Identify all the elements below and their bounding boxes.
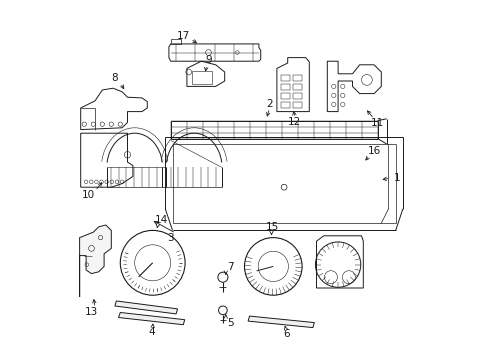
Bar [280,84,289,90]
Text: 16: 16 [367,146,381,156]
Bar [292,93,302,99]
Text: 2: 2 [266,99,272,109]
Text: 11: 11 [370,118,384,128]
Text: 1: 1 [393,173,400,183]
Text: 10: 10 [81,190,94,200]
Polygon shape [247,316,314,328]
Bar [292,102,302,108]
Polygon shape [118,312,184,325]
Bar [192,71,212,84]
Bar [170,39,181,44]
Bar [280,102,289,108]
Bar [292,75,302,81]
Text: 7: 7 [226,262,233,272]
Text: 5: 5 [226,318,233,328]
Bar [280,93,289,99]
Text: 8: 8 [111,73,118,84]
Text: 15: 15 [265,222,279,232]
Text: 17: 17 [176,31,189,41]
Text: 14: 14 [154,215,167,225]
Text: 3: 3 [167,233,174,243]
Text: 13: 13 [85,307,98,318]
Polygon shape [115,301,177,314]
Text: 4: 4 [148,327,155,337]
Text: 12: 12 [288,117,301,127]
Text: 9: 9 [205,55,211,66]
Bar [292,84,302,90]
Bar [280,75,289,81]
Text: 6: 6 [283,329,290,339]
Polygon shape [80,225,111,297]
